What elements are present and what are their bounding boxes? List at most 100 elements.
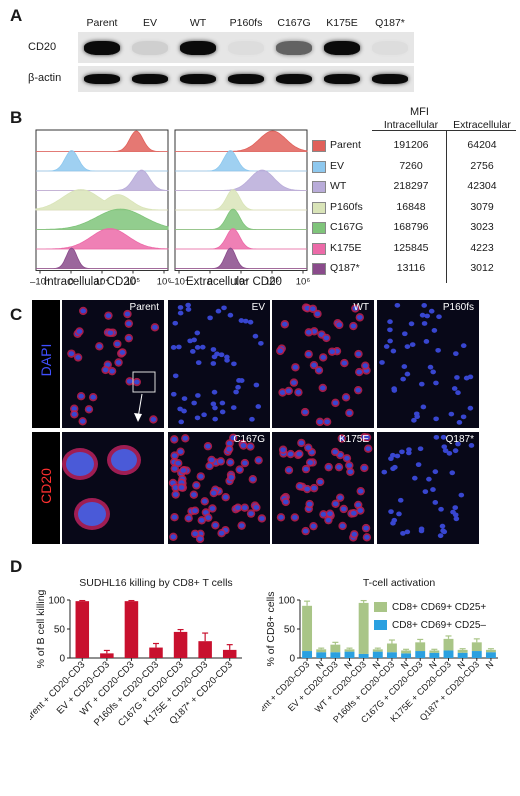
cd20-band: [372, 40, 408, 55]
cd20-band: [132, 40, 168, 55]
cell-nucleus: [390, 348, 397, 354]
cell-nucleus: [420, 404, 427, 410]
cell-nucleus: [221, 305, 227, 311]
cell-nucleus: [233, 389, 239, 395]
cell-nucleus: [218, 458, 224, 464]
cell-nucleus: [182, 435, 189, 441]
micrograph-tile: Parent: [62, 300, 164, 428]
mfi-extra-value: 3079: [470, 200, 494, 213]
cell-nucleus: [210, 347, 217, 352]
axis-tick-label: 10⁶: [296, 277, 310, 288]
cell-nucleus: [357, 488, 364, 494]
cell-nucleus: [460, 414, 467, 420]
cell-field: [379, 302, 474, 425]
cell-nucleus: [390, 452, 396, 458]
mfi-extra-value: 42304: [467, 180, 497, 192]
mfi-intra-value: 13116: [396, 262, 426, 274]
cell-nucleus: [191, 400, 197, 406]
cell-nucleus: [192, 508, 198, 514]
cell-nucleus: [298, 440, 305, 446]
cell-nucleus: [332, 400, 339, 406]
cell-nucleus: [172, 492, 179, 497]
western-blot-panel: Parent EV WT P160fs C167G K175E Q187* CD20 β-a…: [0, 0, 520, 100]
stacked-bar-segment: [344, 651, 355, 658]
micrograph-tile: WT: [272, 300, 374, 428]
cell-nucleus: [430, 487, 436, 492]
stacked-bar-segment: [471, 651, 482, 658]
cell-nucleus: [409, 342, 416, 347]
cell-nucleus: [206, 463, 213, 469]
dapi-label: DAPI: [38, 343, 54, 377]
cell-nucleus: [391, 517, 398, 523]
cell-nucleus: [412, 475, 418, 481]
y-axis-label: % of B cell killing: [35, 589, 47, 668]
micrograph-label: Parent: [129, 302, 159, 313]
cell-nucleus: [316, 367, 322, 373]
y-tick-label: 0: [59, 654, 65, 665]
cell-nucleus: [305, 329, 312, 335]
cell-nucleus: [336, 322, 343, 328]
mfi-intra-value: 7260: [399, 159, 423, 172]
cell-nucleus: [191, 492, 197, 498]
cell-nucleus: [150, 417, 157, 422]
cell-nucleus: [346, 463, 353, 468]
cell-nucleus: [383, 344, 390, 349]
cell-nucleus: [252, 333, 259, 339]
cell-nucleus: [432, 469, 439, 475]
cell-nucleus: [210, 361, 217, 366]
cell-nucleus: [356, 369, 363, 375]
mfi-sample-name: K175E: [330, 241, 362, 254]
cell-nucleus: [181, 408, 187, 414]
cell-nucleus: [453, 351, 459, 357]
mfi-extra-value: 3023: [470, 221, 494, 233]
cell-nucleus: [432, 500, 439, 505]
cell-nucleus: [426, 476, 432, 482]
legend-swatch: [312, 242, 326, 255]
cell-nucleus: [218, 530, 225, 536]
cell-nucleus: [102, 367, 109, 373]
cell-nucleus: [278, 514, 284, 520]
cell-nucleus: [325, 464, 332, 470]
cell-nucleus: [305, 445, 312, 451]
cell-nucleus: [379, 360, 385, 365]
bar: [100, 653, 114, 658]
stacked-bar-segment: [316, 652, 327, 658]
cell-nucleus: [387, 319, 393, 325]
cell-nucleus: [440, 434, 447, 440]
histogram-curve: [175, 130, 308, 152]
micrograph-label: K175E: [338, 434, 369, 445]
blot-lane-label: EV: [142, 17, 157, 29]
cell-nucleus: [248, 511, 254, 517]
legend-swatch: [312, 201, 326, 214]
cell-nucleus: [401, 364, 408, 369]
cell-nucleus: [238, 523, 245, 529]
cell-nucleus: [292, 364, 299, 370]
cell-nucleus: [411, 417, 417, 423]
stacked-bar-segment: [485, 649, 496, 653]
mfi-sample-name: C167G: [330, 221, 364, 233]
mfi-row: Parent 191206 64204: [310, 138, 518, 154]
cell-field: [67, 306, 160, 426]
cell-nucleus: [453, 516, 460, 522]
cell-nucleus: [305, 351, 312, 357]
cell-nucleus: [339, 523, 346, 529]
legend-swatch: [374, 602, 387, 612]
cell-nucleus: [226, 441, 233, 446]
cell-nucleus: [126, 335, 132, 341]
killing-chart: SUDHL16 killing by CD8+ T cells 0 50 100% o…: [30, 577, 242, 729]
mfi-extra-value: 3012: [470, 262, 494, 274]
cell-nucleus: [185, 307, 192, 312]
histogram-curve: [175, 150, 307, 172]
cell-nucleus: [226, 446, 233, 452]
cd20-label: CD20: [38, 468, 54, 504]
cell-field: [381, 434, 475, 539]
cell-nucleus: [71, 406, 78, 412]
cell-nucleus: [433, 434, 440, 440]
cell-nucleus: [392, 464, 398, 470]
actin-band: [180, 74, 216, 84]
y-tick-label: 50: [54, 625, 66, 636]
cell-nucleus: [205, 443, 211, 449]
stacked-bar-segment: [330, 644, 341, 653]
cell-nucleus: [450, 509, 456, 515]
cell-nucleus: [343, 394, 349, 400]
